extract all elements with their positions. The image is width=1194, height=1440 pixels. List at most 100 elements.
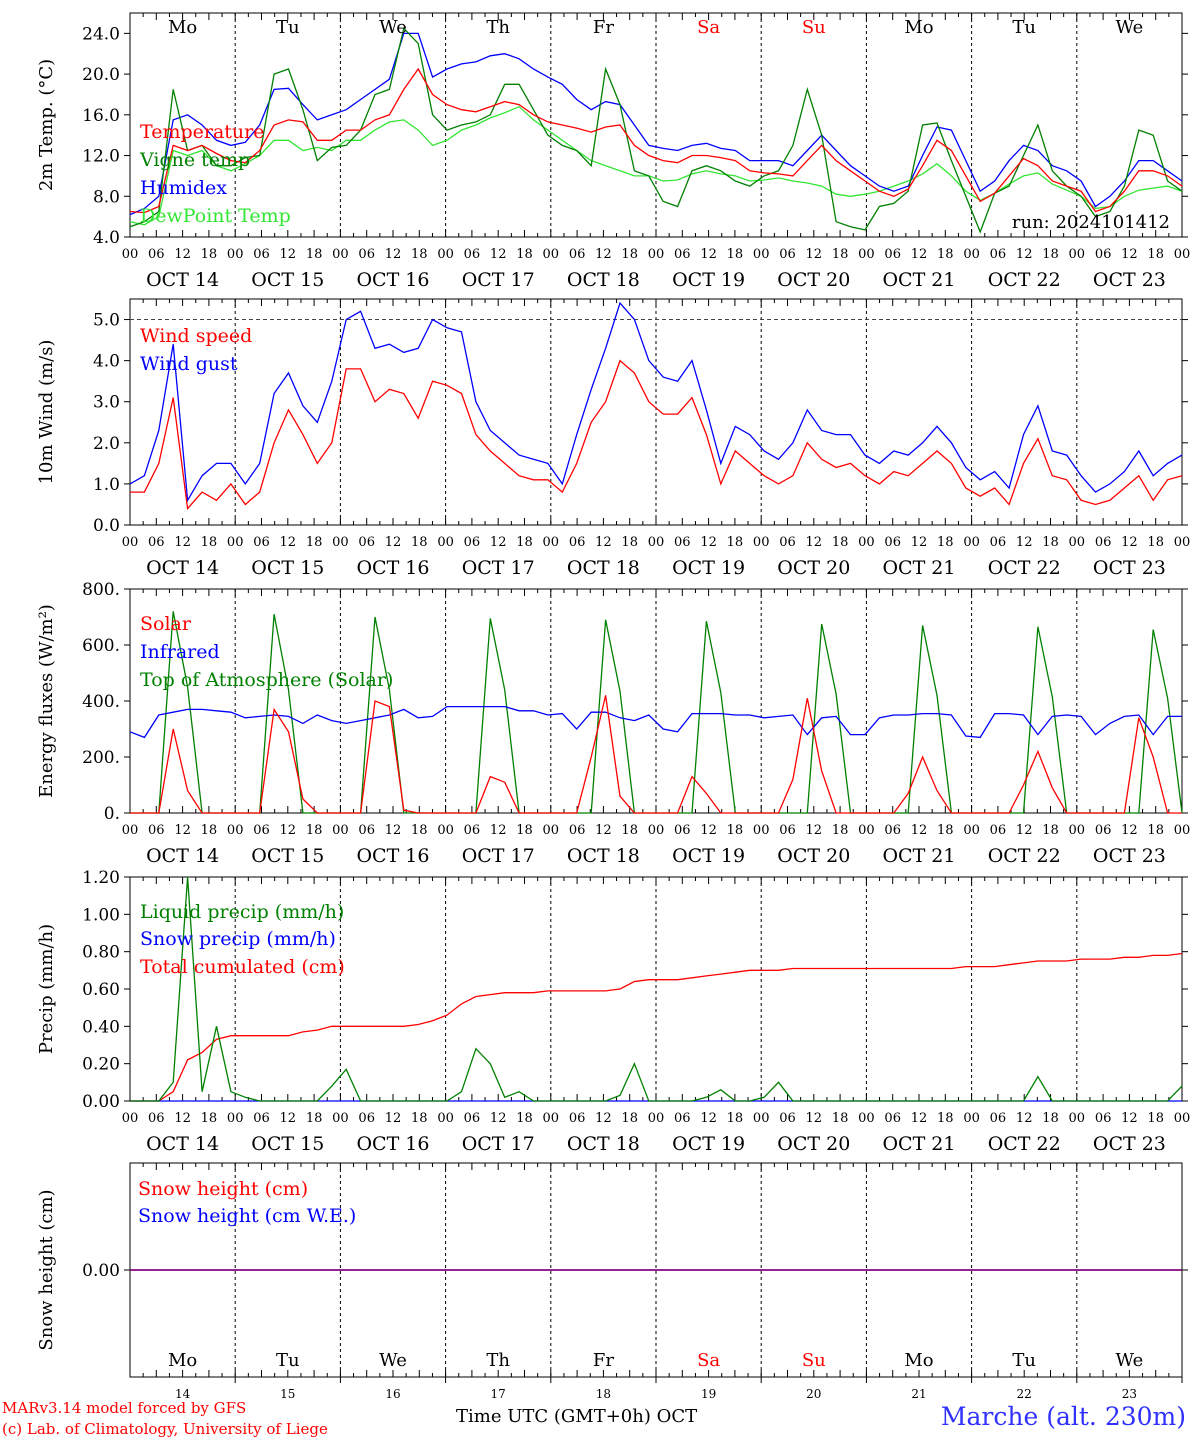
hour-tick-label: 12 (385, 1111, 402, 1126)
hour-tick-label: 06 (990, 535, 1007, 550)
hour-tick-label: 18 (516, 247, 533, 262)
date-label: OCT 21 (882, 845, 955, 867)
hour-tick-label: 12 (280, 247, 297, 262)
hour-tick-label: 18 (727, 1111, 744, 1126)
hour-tick-label: 00 (753, 823, 770, 838)
run-annotation: run: 2024101412 (1012, 212, 1170, 233)
weekday-label: Mo (904, 17, 933, 38)
hour-tick-label: 06 (148, 535, 165, 550)
hour-tick-label: 00 (332, 823, 349, 838)
hour-tick-label: 12 (385, 535, 402, 550)
hour-tick-label: 00 (858, 823, 875, 838)
hour-tick-label: 06 (464, 535, 481, 550)
weekday-label: Mo (168, 1350, 197, 1371)
y-tick-label: 0.20 (82, 1055, 120, 1075)
hour-tick-label: 00 (122, 1111, 139, 1126)
hour-tick-label: 00 (858, 247, 875, 262)
date-label: OCT 19 (672, 845, 745, 867)
hour-tick-label: 18 (621, 1111, 638, 1126)
date-label: OCT 20 (777, 845, 850, 867)
hour-tick-label: 06 (990, 823, 1007, 838)
date-label: OCT 23 (1093, 269, 1166, 291)
y-tick-label: 0. (104, 804, 120, 824)
series-line (130, 359, 1183, 511)
legend-entry: Top of Atmosphere (Solar) (140, 669, 393, 691)
hour-tick-label: 18 (516, 535, 533, 550)
hour-tick-label: 00 (122, 535, 139, 550)
hour-tick-label: 12 (174, 247, 191, 262)
day-number-label: 15 (280, 1387, 295, 1401)
date-label: OCT 20 (777, 557, 850, 579)
hour-tick-label: 12 (1016, 823, 1033, 838)
hour-tick-label: 00 (122, 247, 139, 262)
hour-tick-label: 00 (648, 1111, 665, 1126)
hour-tick-label: 06 (990, 247, 1007, 262)
hour-tick-label: 00 (1174, 535, 1191, 550)
panel-frame (129, 12, 1183, 238)
hour-tick-label: 00 (963, 535, 980, 550)
hour-tick-label: 00 (648, 823, 665, 838)
hour-tick-label: 12 (490, 247, 507, 262)
date-label: OCT 23 (1093, 845, 1166, 867)
hour-tick-label: 00 (1174, 1111, 1191, 1126)
series-line (130, 695, 1182, 814)
hour-tick-label: 00 (1174, 823, 1191, 838)
hour-tick-label: 12 (174, 535, 191, 550)
hour-tick-label: 06 (674, 1111, 691, 1126)
date-label: OCT 19 (672, 1133, 745, 1155)
hour-tick-label: 12 (595, 1111, 612, 1126)
weekday-label: We (379, 1350, 407, 1371)
hour-tick-label: 00 (963, 247, 980, 262)
hour-tick-label: 00 (332, 1111, 349, 1126)
legend-entry: Liquid precip (mm/h) (140, 901, 344, 923)
hour-tick-label: 18 (727, 247, 744, 262)
hour-tick-label: 18 (411, 535, 428, 550)
hour-tick-label: 06 (779, 247, 796, 262)
weekday-label: Sa (697, 17, 720, 38)
hour-tick-label: 18 (832, 1111, 849, 1126)
hour-tick-label: 00 (753, 247, 770, 262)
hour-tick-label: 12 (174, 1111, 191, 1126)
hour-tick-label: 00 (437, 535, 454, 550)
hour-tick-label: 12 (700, 1111, 717, 1126)
hour-tick-label: 18 (516, 823, 533, 838)
weekday-label: Fr (593, 1350, 614, 1371)
series-line (129, 26, 1183, 234)
hour-tick-label: 12 (700, 535, 717, 550)
date-label: OCT 14 (146, 557, 219, 579)
series-line (129, 705, 1182, 739)
hour-tick-label: 12 (174, 823, 191, 838)
date-label: OCT 17 (462, 1133, 535, 1155)
hour-tick-label: 12 (911, 1111, 928, 1126)
panel-5 (124, 1162, 1188, 1383)
y-tick-label: 400. (82, 692, 120, 712)
hour-tick-label: 18 (201, 1111, 218, 1126)
hour-tick-label: 18 (832, 247, 849, 262)
date-label: OCT 21 (882, 557, 955, 579)
hour-tick-label: 06 (990, 1111, 1007, 1126)
weekday-label: Tu (1012, 1350, 1036, 1371)
hour-tick-label: 12 (280, 535, 297, 550)
panel-2 (124, 298, 1188, 526)
hour-tick-label: 00 (1069, 1111, 1086, 1126)
y-tick-label: 16.0 (82, 106, 120, 126)
hour-tick-label: 00 (543, 247, 560, 262)
y-tick-label: 0.0 (93, 516, 120, 536)
hour-tick-label: 12 (280, 1111, 297, 1126)
date-label: OCT 16 (356, 269, 429, 291)
hour-tick-label: 06 (674, 535, 691, 550)
hour-tick-label: 06 (1095, 535, 1112, 550)
hour-tick-label: 18 (937, 823, 954, 838)
hour-tick-label: 12 (806, 1111, 823, 1126)
day-number-label: 22 (1017, 1387, 1032, 1401)
hour-tick-label: 00 (437, 247, 454, 262)
hour-tick-label: 18 (621, 247, 638, 262)
legend-entry: Total cumulated (cm) (140, 956, 345, 978)
hour-tick-label: 18 (621, 535, 638, 550)
hour-tick-label: 06 (358, 535, 375, 550)
weekday-label: Th (486, 17, 510, 38)
weekday-label: Mo (168, 17, 197, 38)
y-tick-label: 0.00 (82, 1092, 120, 1112)
hour-tick-label: 00 (543, 823, 560, 838)
hour-tick-label: 12 (700, 823, 717, 838)
